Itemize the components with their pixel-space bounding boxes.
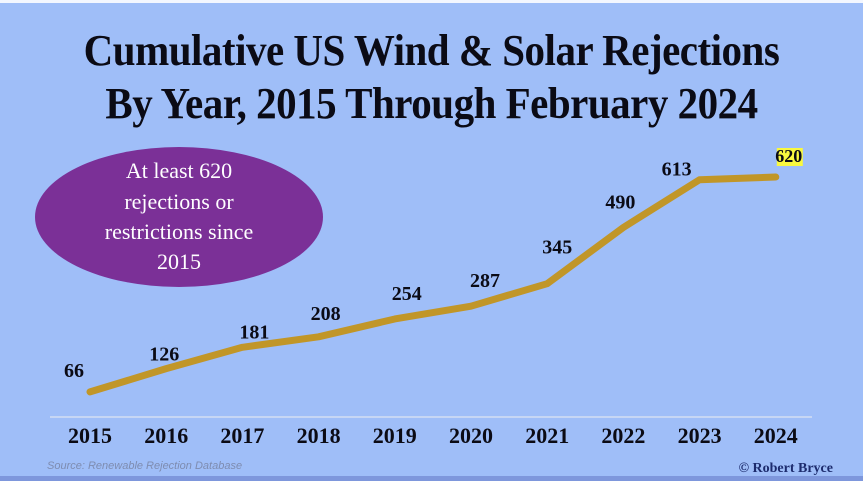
x-axis-tick-label: 2023 <box>678 423 722 448</box>
top-border-strip <box>0 0 863 3</box>
credit-text: © Robert Bryce <box>738 461 833 476</box>
title-line-1: Cumulative US Wind & Solar Rejections <box>83 25 780 75</box>
callout-line: At least 620 <box>125 158 233 184</box>
callout-line: restrictions since <box>104 219 254 244</box>
value-label: 254 <box>392 283 422 305</box>
x-axis-tick-label: 2016 <box>144 423 188 448</box>
value-label: 490 <box>605 191 635 213</box>
value-label: 126 <box>149 344 179 366</box>
value-label: 181 <box>239 321 269 343</box>
value-label: 208 <box>311 303 341 325</box>
title-line-2: By Year, 2015 Through February 2024 <box>105 78 758 128</box>
callout-line: 2015 <box>157 249 201 275</box>
page-title: Cumulative US Wind & Solar Rejections By… <box>0 24 863 130</box>
callout-ellipse: At least 620 rejections or restrictions … <box>35 147 323 287</box>
value-label: 345 <box>542 237 572 259</box>
callout-text: At least 620 rejections or restrictions … <box>105 156 253 277</box>
x-axis-tick-label: 2022 <box>601 423 645 448</box>
trend-line <box>86 173 780 396</box>
highlight-box <box>776 148 803 167</box>
x-axis-tick-label: 2021 <box>525 423 569 448</box>
bottom-border-strip <box>0 476 863 481</box>
value-label: 287 <box>470 270 500 292</box>
x-axis-tick-label: 2019 <box>373 423 417 448</box>
x-axis-tick-label: 2015 <box>68 423 112 448</box>
callout-line: rejections or <box>124 188 234 214</box>
source-text: Source: Renewable Rejection Database <box>47 460 243 472</box>
x-axis-tick-label: 2017 <box>220 423 264 448</box>
x-axis-tick-label: 2020 <box>449 423 493 448</box>
x-axis-tick-label: 2024 <box>754 423 798 448</box>
value-label: 613 <box>662 159 692 181</box>
value-label: 66 <box>64 360 84 382</box>
highlighted-value-label: 620 <box>775 146 802 166</box>
x-axis-tick-label: 2018 <box>297 423 341 448</box>
